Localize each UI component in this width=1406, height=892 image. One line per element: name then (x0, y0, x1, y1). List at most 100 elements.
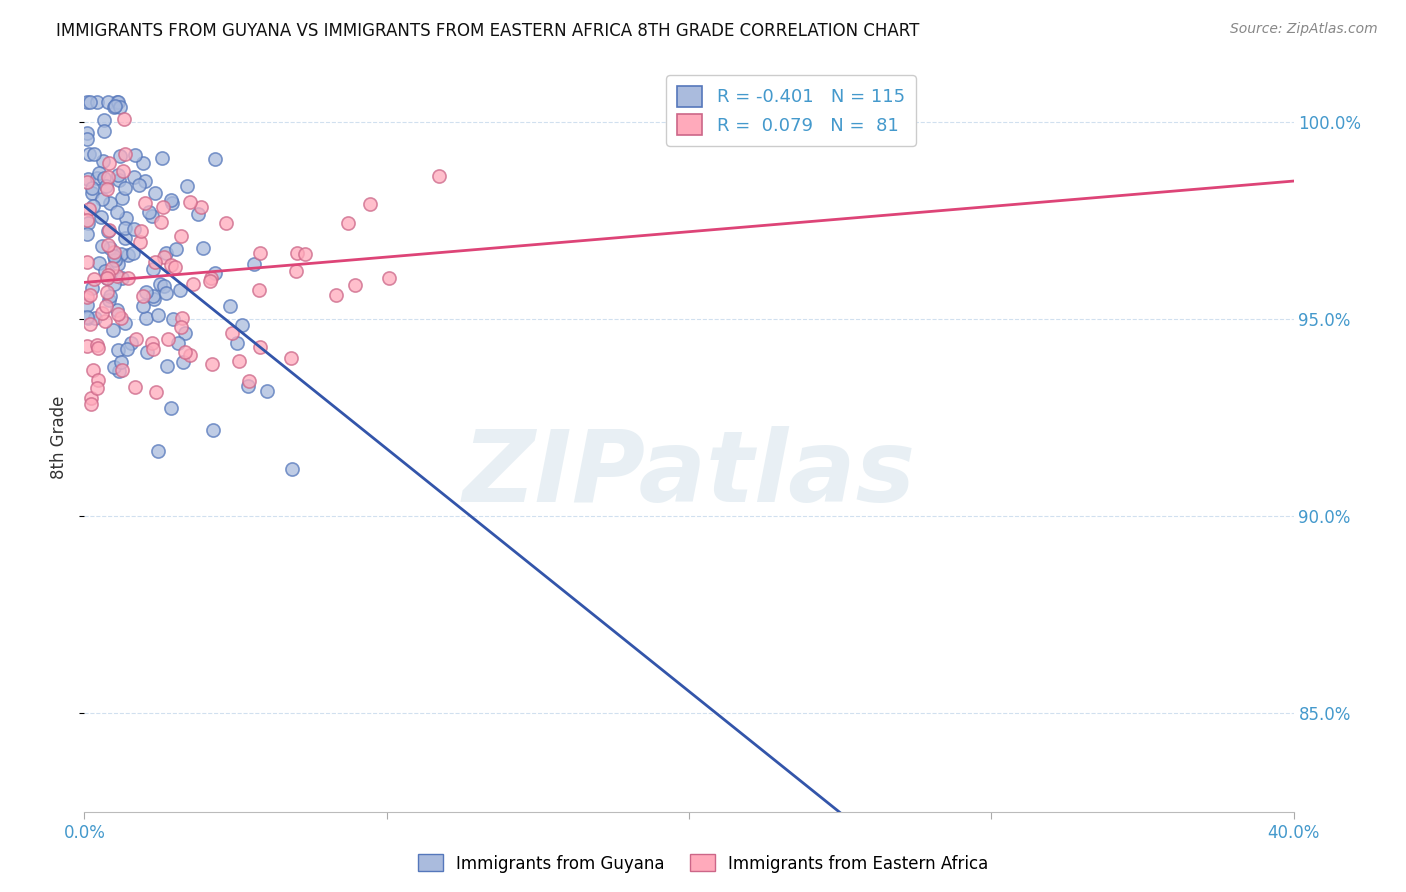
Point (84, 310, 107, 325)
Point (91, 239, 114, 253)
Point (160, 196, 183, 211)
Point (153, 251, 176, 265)
Point (80, 391, 103, 405)
Point (76, 290, 98, 304)
Point (143, 186, 166, 200)
Point (157, 332, 180, 346)
Text: IMMIGRANTS FROM GUYANA VS IMMIGRANTS FROM EASTERN AFRICA 8TH GRADE CORRELATION C: IMMIGRANTS FROM GUYANA VS IMMIGRANTS FRO… (56, 22, 920, 40)
Point (132, 299, 155, 313)
Point (142, 262, 165, 277)
Point (77, 172, 100, 186)
Legend: R = -0.401   N = 115, R =  0.079   N =  81: R = -0.401 N = 115, R = 0.079 N = 81 (666, 75, 915, 145)
Point (145, 384, 167, 399)
Point (79, 287, 101, 301)
Point (108, 148, 131, 162)
Point (155, 246, 177, 260)
Point (160, 193, 183, 207)
Point (79, 202, 101, 216)
Point (105, 269, 128, 284)
Point (256, 384, 278, 399)
Point (249, 341, 271, 355)
Point (111, 363, 134, 377)
Point (343, 278, 366, 293)
Point (359, 196, 381, 211)
Point (336, 216, 359, 230)
Point (104, 253, 127, 268)
Point (76, 298, 98, 312)
Point (94, 299, 117, 313)
Point (115, 343, 138, 357)
Point (105, 204, 128, 219)
Point (104, 252, 127, 266)
Point (132, 289, 155, 303)
Point (76, 95, 98, 109)
Point (76, 255, 98, 269)
Point (131, 224, 153, 238)
Point (86, 95, 108, 109)
Text: Source: ZipAtlas.com: Source: ZipAtlas.com (1230, 22, 1378, 37)
Point (94, 264, 117, 278)
Point (238, 374, 260, 388)
Point (107, 257, 129, 271)
Point (202, 423, 225, 437)
Point (124, 380, 146, 394)
Point (174, 345, 197, 359)
Point (76, 175, 98, 189)
Point (134, 285, 156, 300)
Point (149, 277, 172, 291)
Point (124, 170, 146, 185)
Point (93, 124, 115, 138)
Point (284, 263, 307, 277)
Point (86, 170, 108, 185)
Point (122, 221, 145, 235)
Point (97, 268, 120, 282)
Point (103, 100, 125, 114)
Point (107, 307, 129, 321)
Legend: Immigrants from Guyana, Immigrants from Eastern Africa: Immigrants from Guyana, Immigrants from … (411, 847, 995, 880)
Point (100, 241, 122, 255)
Point (103, 245, 125, 260)
Point (115, 211, 138, 225)
Point (191, 241, 214, 255)
Point (76, 310, 98, 324)
Point (125, 332, 148, 346)
Point (107, 95, 129, 109)
Point (141, 209, 163, 223)
Point (170, 229, 193, 244)
Point (247, 284, 270, 298)
Point (87, 166, 110, 180)
Point (87, 255, 110, 269)
Point (281, 462, 304, 476)
Point (76, 126, 98, 140)
Point (97, 237, 120, 252)
Point (82, 180, 104, 194)
Point (96, 271, 118, 285)
Point (198, 275, 221, 289)
Point (204, 266, 226, 280)
Point (134, 174, 156, 188)
Point (172, 310, 194, 325)
Point (215, 216, 238, 230)
Text: ZIPatlas: ZIPatlas (463, 426, 915, 523)
Point (103, 323, 125, 337)
Point (131, 156, 153, 170)
Point (76, 213, 98, 227)
Point (97, 224, 120, 238)
Point (153, 278, 176, 293)
Point (82, 199, 104, 213)
Point (325, 288, 347, 302)
Point (107, 343, 129, 357)
Point (160, 258, 183, 272)
Point (146, 309, 169, 323)
Point (114, 180, 136, 194)
Point (96, 270, 118, 285)
Point (108, 100, 131, 114)
Point (77, 310, 100, 325)
Point (429, 169, 451, 183)
Point (107, 364, 129, 378)
Point (280, 351, 302, 365)
Point (120, 335, 142, 350)
Point (98, 223, 121, 237)
Point (91, 153, 114, 168)
Point (219, 299, 242, 313)
